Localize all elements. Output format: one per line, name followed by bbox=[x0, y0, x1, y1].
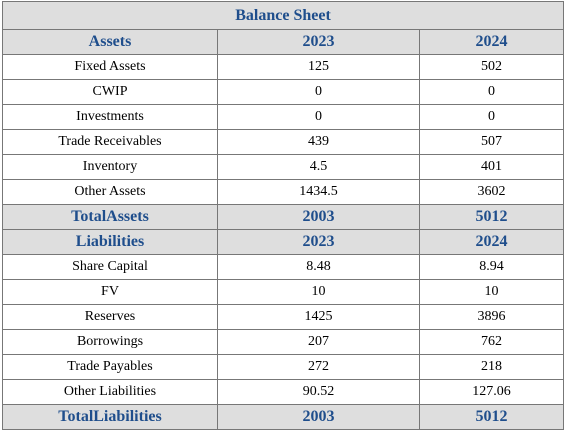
cell-value: 502 bbox=[418, 54, 565, 80]
data-row: Fixed Assets 125 502 bbox=[2, 54, 565, 80]
row-label: TotalAssets bbox=[2, 204, 218, 230]
row-label: Trade Payables bbox=[2, 354, 218, 380]
data-row: Investments 0 0 bbox=[2, 104, 565, 130]
data-row: Other Assets 1434.5 3602 bbox=[2, 179, 565, 205]
data-row: Trade Payables 272 218 bbox=[2, 354, 565, 380]
cell-value: 4.5 bbox=[217, 154, 420, 180]
cell-value: 0 bbox=[418, 79, 565, 105]
data-row: FV 10 10 bbox=[2, 279, 565, 305]
data-row: Trade Receivables 439 507 bbox=[2, 129, 565, 155]
data-row: Other Liabilities 90.52 127.06 bbox=[2, 379, 565, 405]
row-label: Borrowings bbox=[2, 329, 218, 355]
total-row: TotalLiabilities 2003 5012 bbox=[2, 404, 565, 430]
cell-value: 2024 bbox=[418, 29, 565, 55]
row-label: TotalLiabilities bbox=[2, 404, 218, 430]
cell-value: 272 bbox=[217, 354, 420, 380]
cell-value: 5012 bbox=[418, 204, 565, 230]
cell-value: 90.52 bbox=[217, 379, 420, 405]
cell-value: 0 bbox=[217, 79, 420, 105]
cell-value: 507 bbox=[418, 129, 565, 155]
cell-value: 3602 bbox=[418, 179, 565, 205]
total-row: TotalAssets 2003 5012 bbox=[2, 204, 565, 230]
cell-value: 10 bbox=[217, 279, 420, 305]
cell-value: 2003 bbox=[217, 404, 420, 430]
cell-value: 2003 bbox=[217, 204, 420, 230]
cell-value: 218 bbox=[418, 354, 565, 380]
row-label: Other Assets bbox=[2, 179, 218, 205]
cell-value: 1425 bbox=[217, 304, 420, 330]
row-label: Share Capital bbox=[2, 254, 218, 280]
title-row: Balance Sheet bbox=[1, 1, 565, 30]
cell-value: 401 bbox=[418, 154, 565, 180]
cell-value: 2023 bbox=[217, 229, 420, 255]
row-label: Liabilities bbox=[2, 229, 218, 255]
table-title: Balance Sheet bbox=[1, 1, 565, 30]
cell-value: 0 bbox=[418, 104, 565, 130]
cell-value: 3896 bbox=[418, 304, 565, 330]
row-label: Fixed Assets bbox=[2, 54, 218, 80]
section-header-row: Assets 2023 2024 bbox=[2, 29, 565, 55]
row-label: CWIP bbox=[2, 79, 218, 105]
cell-value: 8.94 bbox=[418, 254, 565, 280]
row-label: Inventory bbox=[2, 154, 218, 180]
data-row: Reserves 1425 3896 bbox=[2, 304, 565, 330]
cell-value: 2024 bbox=[418, 229, 565, 255]
cell-value: 5012 bbox=[418, 404, 565, 430]
cell-value: 0 bbox=[217, 104, 420, 130]
cell-value: 127.06 bbox=[418, 379, 565, 405]
row-label: FV bbox=[2, 279, 218, 305]
row-label: Reserves bbox=[2, 304, 218, 330]
cell-value: 8.48 bbox=[217, 254, 420, 280]
data-row: CWIP 0 0 bbox=[2, 79, 565, 105]
cell-value: 439 bbox=[217, 129, 420, 155]
data-row: Borrowings 207 762 bbox=[2, 329, 565, 355]
cell-value: 207 bbox=[217, 329, 420, 355]
cell-value: 2023 bbox=[217, 29, 420, 55]
row-label: Assets bbox=[2, 29, 218, 55]
cell-value: 1434.5 bbox=[217, 179, 420, 205]
cell-value: 125 bbox=[217, 54, 420, 80]
data-row: Inventory 4.5 401 bbox=[2, 154, 565, 180]
data-row: Share Capital 8.48 8.94 bbox=[2, 254, 565, 280]
row-label: Trade Receivables bbox=[2, 129, 218, 155]
cell-value: 10 bbox=[418, 279, 565, 305]
row-label: Other Liabilities bbox=[2, 379, 218, 405]
cell-value: 762 bbox=[418, 329, 565, 355]
section-header-row: Liabilities 2023 2024 bbox=[2, 229, 565, 255]
row-label: Investments bbox=[2, 104, 218, 130]
